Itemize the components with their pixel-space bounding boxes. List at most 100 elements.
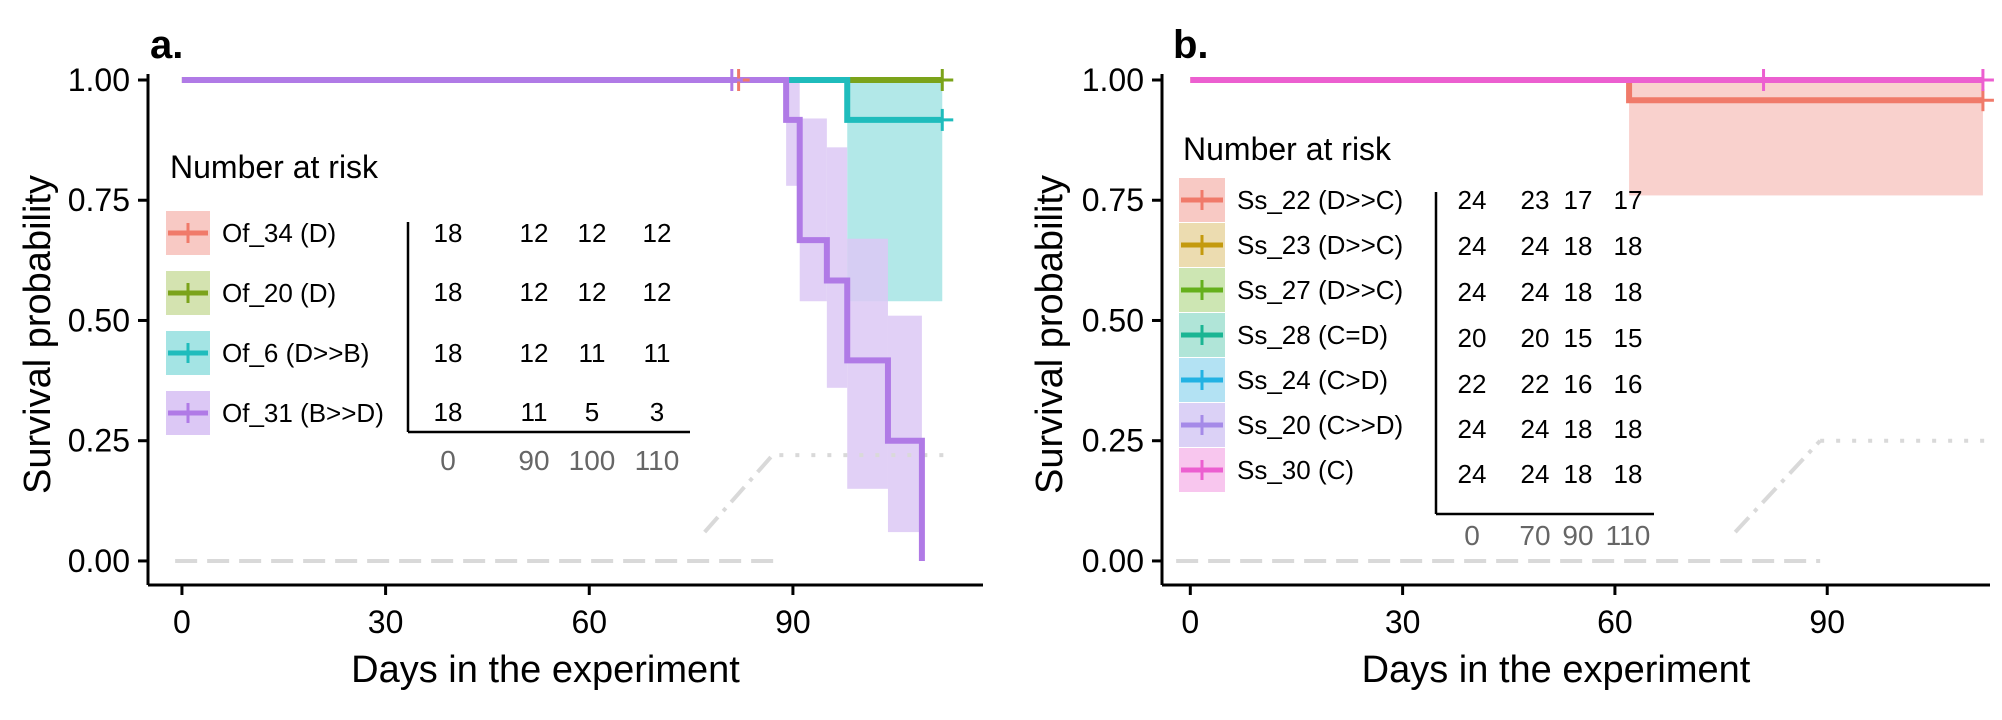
risk-value: 18 — [434, 397, 463, 427]
ci-band — [799, 118, 827, 302]
ci-band — [887, 315, 922, 533]
risk-table-tick: 110 — [635, 445, 680, 476]
risk-value: 18 — [1614, 459, 1643, 489]
x-tick-label: 90 — [775, 604, 811, 640]
risk-value: 3 — [650, 397, 664, 427]
x-tick-label: 0 — [1181, 604, 1199, 640]
risk-value: 18 — [1564, 459, 1593, 489]
risk-value: 12 — [520, 218, 549, 248]
risk-value: 12 — [578, 277, 607, 307]
risk-value: 18 — [434, 338, 463, 368]
x-axis-title: Days in the experiment — [351, 649, 740, 691]
risk-value: 18 — [1564, 414, 1593, 444]
risk-value: 18 — [434, 277, 463, 307]
risk-value: 17 — [1564, 185, 1593, 215]
chart-panel-a: 0.000.250.500.751.000 30 60 90a.Days in the… — [17, 23, 983, 691]
legend-label: Of_34 (D) — [222, 218, 336, 248]
risk-value: 20 — [1521, 323, 1550, 353]
risk-value: 5 — [585, 397, 599, 427]
risk-value: 18 — [1614, 414, 1643, 444]
x-tick-label: 60 — [571, 604, 607, 640]
risk-value: 15 — [1564, 323, 1593, 353]
y-axis-title: Survival probability — [1029, 175, 1071, 494]
x-tick-label: 90 — [1809, 604, 1845, 640]
y-tick-label: 0.75 — [68, 182, 130, 218]
x-tick-label: 60 — [1597, 604, 1633, 640]
survival-curve — [181, 77, 943, 123]
risk-table-title: Number at risk — [170, 149, 379, 185]
y-tick-label: 0.00 — [68, 543, 130, 579]
risk-value: 24 — [1458, 277, 1487, 307]
risk-value: 24 — [1458, 185, 1487, 215]
risk-value: 24 — [1458, 459, 1487, 489]
risk-value: 12 — [520, 338, 549, 368]
panel-label: a. — [150, 23, 183, 67]
risk-value: 15 — [1614, 323, 1643, 353]
x-axis-title: Days in the experiment — [1362, 649, 1751, 691]
ci-band — [786, 80, 800, 186]
risk-value: 12 — [578, 218, 607, 248]
legend-label: Ss_30 (C) — [1237, 455, 1354, 485]
risk-value: 18 — [1614, 231, 1643, 261]
panel-label: b. — [1173, 23, 1209, 67]
risk-table-tick: 90 — [518, 445, 549, 476]
legend-label: Ss_24 (C>D) — [1237, 365, 1388, 395]
x-tick-label: 30 — [1385, 604, 1421, 640]
y-tick-label: 0.50 — [1082, 302, 1144, 338]
risk-value: 11 — [579, 338, 606, 368]
risk-value: 18 — [1564, 277, 1593, 307]
risk-value: 20 — [1458, 323, 1487, 353]
risk-value: 11 — [521, 397, 548, 427]
risk-value: 11 — [644, 338, 671, 368]
risk-value: 17 — [1614, 185, 1643, 215]
risk-value: 18 — [434, 218, 463, 248]
risk-value: 12 — [520, 277, 549, 307]
legend-label: Of_6 (D>>B) — [222, 338, 369, 368]
risk-table-tick: 90 — [1562, 520, 1593, 551]
legend-label: Of_20 (D) — [222, 278, 336, 308]
y-tick-label: 1.00 — [1082, 62, 1144, 98]
risk-value: 18 — [1564, 231, 1593, 261]
legend-label: Ss_28 (C=D) — [1237, 320, 1388, 350]
chart-panel-b: 0.00 0.25 0.50 0.75 1.00 0 30 60 90 b. Days in the… — [1029, 23, 1994, 691]
risk-value: 24 — [1458, 231, 1487, 261]
legend-label: Ss_22 (D>>C) — [1237, 185, 1403, 215]
risk-value: 24 — [1458, 414, 1487, 444]
ci-band — [826, 147, 848, 388]
risk-value: 18 — [1614, 277, 1643, 307]
reference-line — [703, 453, 775, 534]
y-tick-label: 1.00 — [68, 62, 130, 98]
risk-table-tick: 110 — [1606, 520, 1651, 551]
risk-value: 12 — [643, 277, 672, 307]
risk-value: 16 — [1614, 369, 1643, 399]
risk-value: 24 — [1521, 414, 1550, 444]
risk-value: 23 — [1521, 185, 1550, 215]
risk-value: 24 — [1521, 231, 1550, 261]
risk-value: 16 — [1564, 369, 1593, 399]
risk-table-tick: 0 — [1464, 520, 1480, 551]
legend-label: Ss_27 (D>>C) — [1237, 275, 1403, 305]
risk-value: 22 — [1458, 369, 1487, 399]
survival-curve — [181, 77, 925, 561]
risk-value: 12 — [643, 218, 672, 248]
x-tick-label: 0 — [173, 604, 191, 640]
risk-value: 24 — [1521, 459, 1550, 489]
y-tick-label: 0.50 — [68, 302, 130, 338]
legend-label: Of_31 (B>>D) — [222, 398, 384, 428]
y-tick-label: 0.25 — [1082, 423, 1144, 459]
ci-band — [847, 238, 888, 489]
reference-line — [1733, 439, 1822, 534]
legend-label: Ss_20 (C>>D) — [1237, 410, 1403, 440]
risk-table-tick: 0 — [440, 445, 456, 476]
risk-value: 22 — [1521, 369, 1550, 399]
risk-table-title: Number at risk — [1183, 131, 1392, 167]
x-tick-label: 30 — [368, 604, 404, 640]
y-tick-label: 0.25 — [68, 423, 130, 459]
legend-label: Ss_23 (D>>C) — [1237, 230, 1403, 260]
risk-table-tick: 70 — [1519, 520, 1550, 551]
y-tick-label: 0.75 — [1082, 182, 1144, 218]
y-tick-label: 0.00 — [1082, 543, 1144, 579]
risk-value: 24 — [1521, 277, 1550, 307]
risk-table-tick: 100 — [569, 445, 616, 476]
